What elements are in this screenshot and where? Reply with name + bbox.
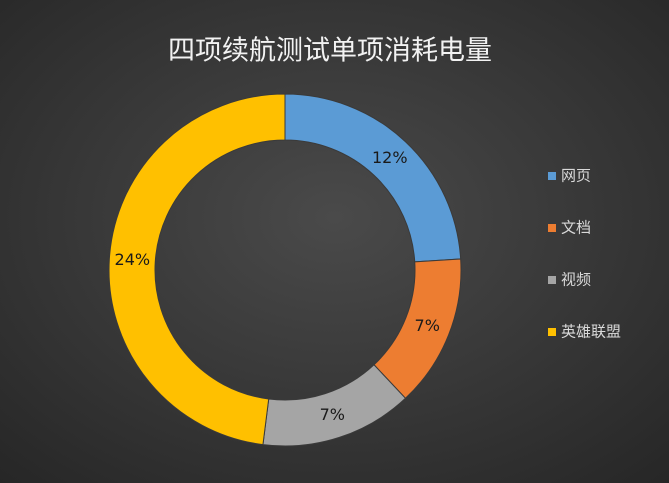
chart-title: 四项续航测试单项消耗电量 xyxy=(168,36,492,67)
legend-swatch xyxy=(548,224,556,232)
legend-swatch xyxy=(548,328,556,336)
data-label: 7% xyxy=(415,316,440,335)
donut-slice xyxy=(108,93,286,446)
legend-label: 网页 xyxy=(561,167,591,185)
legend-label: 视频 xyxy=(561,271,591,289)
data-label: 12% xyxy=(372,148,408,167)
legend-swatch xyxy=(548,276,556,284)
legend-label: 文档 xyxy=(561,219,591,237)
legend-swatch xyxy=(548,172,556,180)
legend-label: 英雄联盟 xyxy=(561,323,621,341)
data-label: 24% xyxy=(115,250,151,269)
data-label: 7% xyxy=(320,405,345,424)
